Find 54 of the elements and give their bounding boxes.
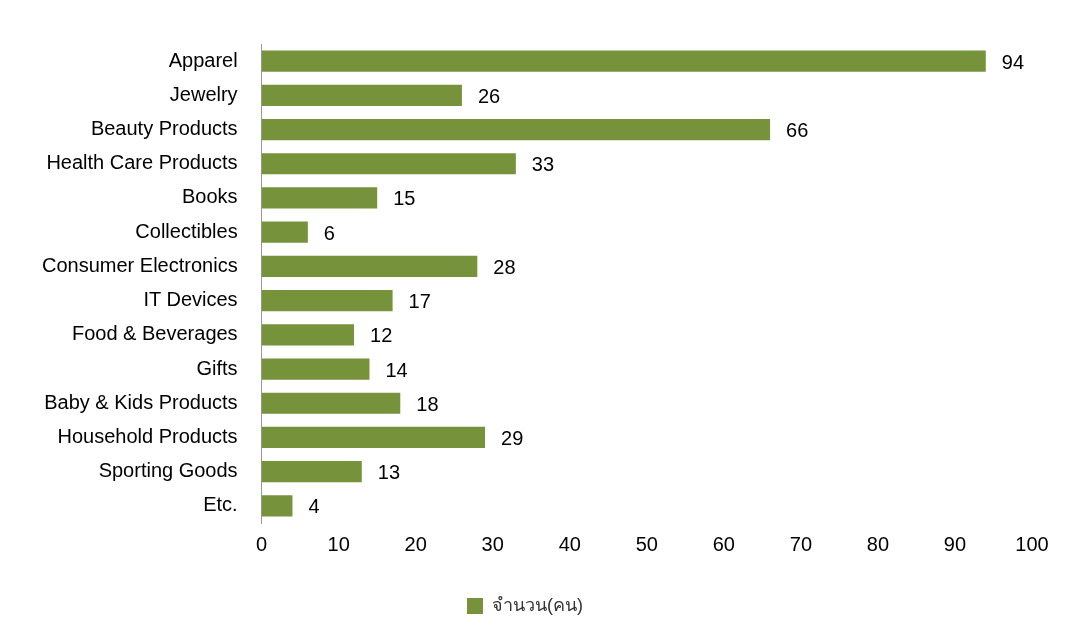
y-tick-label: Health Care Products bbox=[46, 151, 238, 174]
bar bbox=[261, 495, 293, 517]
bar bbox=[261, 50, 986, 72]
y-tick-label: Household Products bbox=[57, 424, 238, 447]
y-tick-label: IT Devices bbox=[143, 288, 238, 311]
x-tick-label: 0 bbox=[256, 532, 268, 555]
y-tick-label: Gifts bbox=[196, 356, 238, 379]
x-tick-label: 20 bbox=[404, 532, 427, 555]
data-label: 6 bbox=[323, 221, 335, 244]
data-label: 17 bbox=[408, 290, 431, 313]
y-tick-label: Collectibles bbox=[135, 219, 238, 242]
y-tick-label: Sporting Goods bbox=[98, 459, 238, 482]
bar bbox=[261, 221, 308, 243]
y-tick-label: Books bbox=[182, 185, 238, 208]
y-tick-label: Food & Beverages bbox=[71, 322, 238, 345]
data-label: 66 bbox=[786, 119, 809, 142]
data-label: 12 bbox=[370, 324, 393, 347]
data-label: 14 bbox=[385, 358, 408, 381]
x-tick-label: 80 bbox=[866, 532, 890, 555]
data-label: 13 bbox=[377, 461, 401, 484]
bar bbox=[261, 153, 516, 175]
bar bbox=[261, 255, 478, 277]
data-label: 18 bbox=[416, 392, 439, 415]
data-label: 26 bbox=[477, 84, 501, 107]
x-tick-label: 10 bbox=[327, 532, 350, 555]
bar bbox=[261, 187, 378, 209]
bar bbox=[261, 426, 486, 449]
x-tick-label: 100 bbox=[1015, 532, 1049, 555]
data-label: 4 bbox=[308, 495, 320, 518]
bar bbox=[261, 118, 771, 141]
data-label: 33 bbox=[531, 153, 555, 176]
y-tick-label: Beauty Products bbox=[90, 117, 238, 140]
data-label: 15 bbox=[393, 187, 416, 210]
bar bbox=[261, 324, 355, 346]
x-tick-label: 40 bbox=[558, 532, 581, 555]
data-label: 28 bbox=[493, 255, 516, 278]
y-tick-label: Baby & Kids Products bbox=[44, 390, 238, 413]
bar bbox=[261, 84, 462, 106]
y-tick-label: Jewelry bbox=[169, 82, 238, 105]
x-tick-label: 70 bbox=[789, 532, 813, 555]
data-label: 94 bbox=[1001, 50, 1025, 73]
bar bbox=[261, 392, 401, 414]
x-tick-label: 30 bbox=[481, 532, 504, 555]
x-tick-label: 50 bbox=[635, 532, 658, 555]
y-tick-label: Apparel bbox=[168, 48, 238, 71]
x-tick-label: 90 bbox=[943, 532, 967, 555]
bar bbox=[261, 461, 362, 483]
y-tick-label: Consumer Electronics bbox=[42, 253, 238, 276]
y-tick-label: Etc. bbox=[203, 493, 238, 516]
legend-label: จำนวน(คน) bbox=[492, 594, 584, 615]
bar bbox=[261, 290, 393, 312]
bar bbox=[261, 358, 370, 380]
x-tick-label: 60 bbox=[712, 532, 735, 555]
data-label: 29 bbox=[501, 426, 524, 449]
